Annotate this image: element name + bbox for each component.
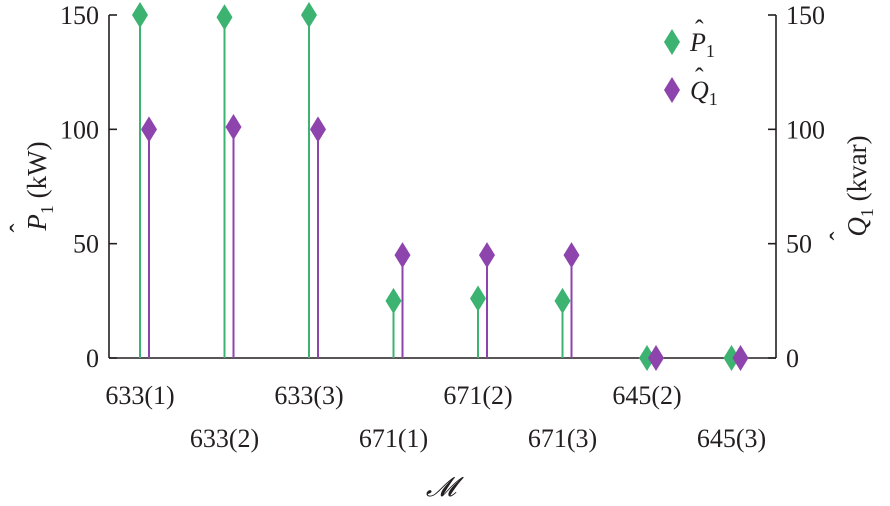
stem-marker <box>310 116 326 143</box>
stem-marker <box>301 2 317 28</box>
stem-marker <box>385 287 402 314</box>
x-ticks: 633(1) 633(2) 633(3) 671(1) 671(2) 671(3) 645(… <box>105 381 766 453</box>
stems <box>132 2 749 371</box>
right-ticks: 0 50 100 150 <box>768 1 825 373</box>
x-axis-label: 𝓜 <box>426 472 464 502</box>
left-axis-label-hat: ˆ <box>5 224 35 233</box>
stem-marker <box>639 345 655 371</box>
left-axis-label: P1 (kW) <box>22 141 57 231</box>
left-tick-label: 150 <box>60 1 99 30</box>
left-axis-label-base: P <box>22 214 52 232</box>
legend-marker <box>664 29 680 55</box>
stem-marker <box>141 116 157 143</box>
x-tick-label: 633(2) <box>190 424 259 453</box>
stem-marker <box>479 242 495 269</box>
x-tick-label: 671(1) <box>359 424 428 453</box>
legend-marker <box>664 77 680 103</box>
x-tick-label: 671(2) <box>443 381 512 410</box>
stem-marker <box>732 345 749 371</box>
right-axis-label-hat: ˆ <box>825 232 855 241</box>
left-axis-label-unit: (kW) <box>22 141 52 205</box>
stem-marker <box>132 2 148 28</box>
legend-hat: ˆ <box>695 15 704 44</box>
stem-marker <box>563 242 580 269</box>
right-axis-label-sub: 1 <box>857 208 877 217</box>
right-axis-label-base: Q <box>842 217 872 237</box>
stem-marker <box>394 242 411 269</box>
x-tick-label: 633(3) <box>274 381 343 410</box>
right-tick-label: 50 <box>786 230 812 259</box>
legend-label: P1 <box>689 28 715 61</box>
stem-marker <box>216 4 233 31</box>
legend-label: Q1 <box>690 76 718 109</box>
stem-marker <box>554 287 571 314</box>
stem-marker <box>723 345 740 371</box>
stem-marker <box>225 114 242 141</box>
right-tick-label: 100 <box>786 115 825 144</box>
x-tick-label: 671(3) <box>528 424 597 453</box>
left-tick-label: 0 <box>86 344 99 373</box>
left-axis-label-sub: 1 <box>37 205 57 214</box>
left-tick-label: 50 <box>73 230 99 259</box>
right-tick-label: 150 <box>786 1 825 30</box>
left-ticks: 0 50 100 150 <box>60 1 117 373</box>
right-axis-label-unit: (kvar) <box>842 135 872 208</box>
plot-axes <box>108 15 777 359</box>
stem-marker <box>648 345 664 371</box>
x-tick-label: 645(2) <box>612 381 681 410</box>
stem-marker <box>470 285 486 312</box>
right-tick-label: 0 <box>786 344 799 373</box>
right-axis-label: Q1 (kvar) <box>842 135 877 236</box>
left-tick-label: 100 <box>60 115 99 144</box>
legend-hat: ˆ <box>695 63 704 92</box>
x-tick-label: 645(3) <box>697 424 766 453</box>
x-tick-label: 633(1) <box>105 381 174 410</box>
